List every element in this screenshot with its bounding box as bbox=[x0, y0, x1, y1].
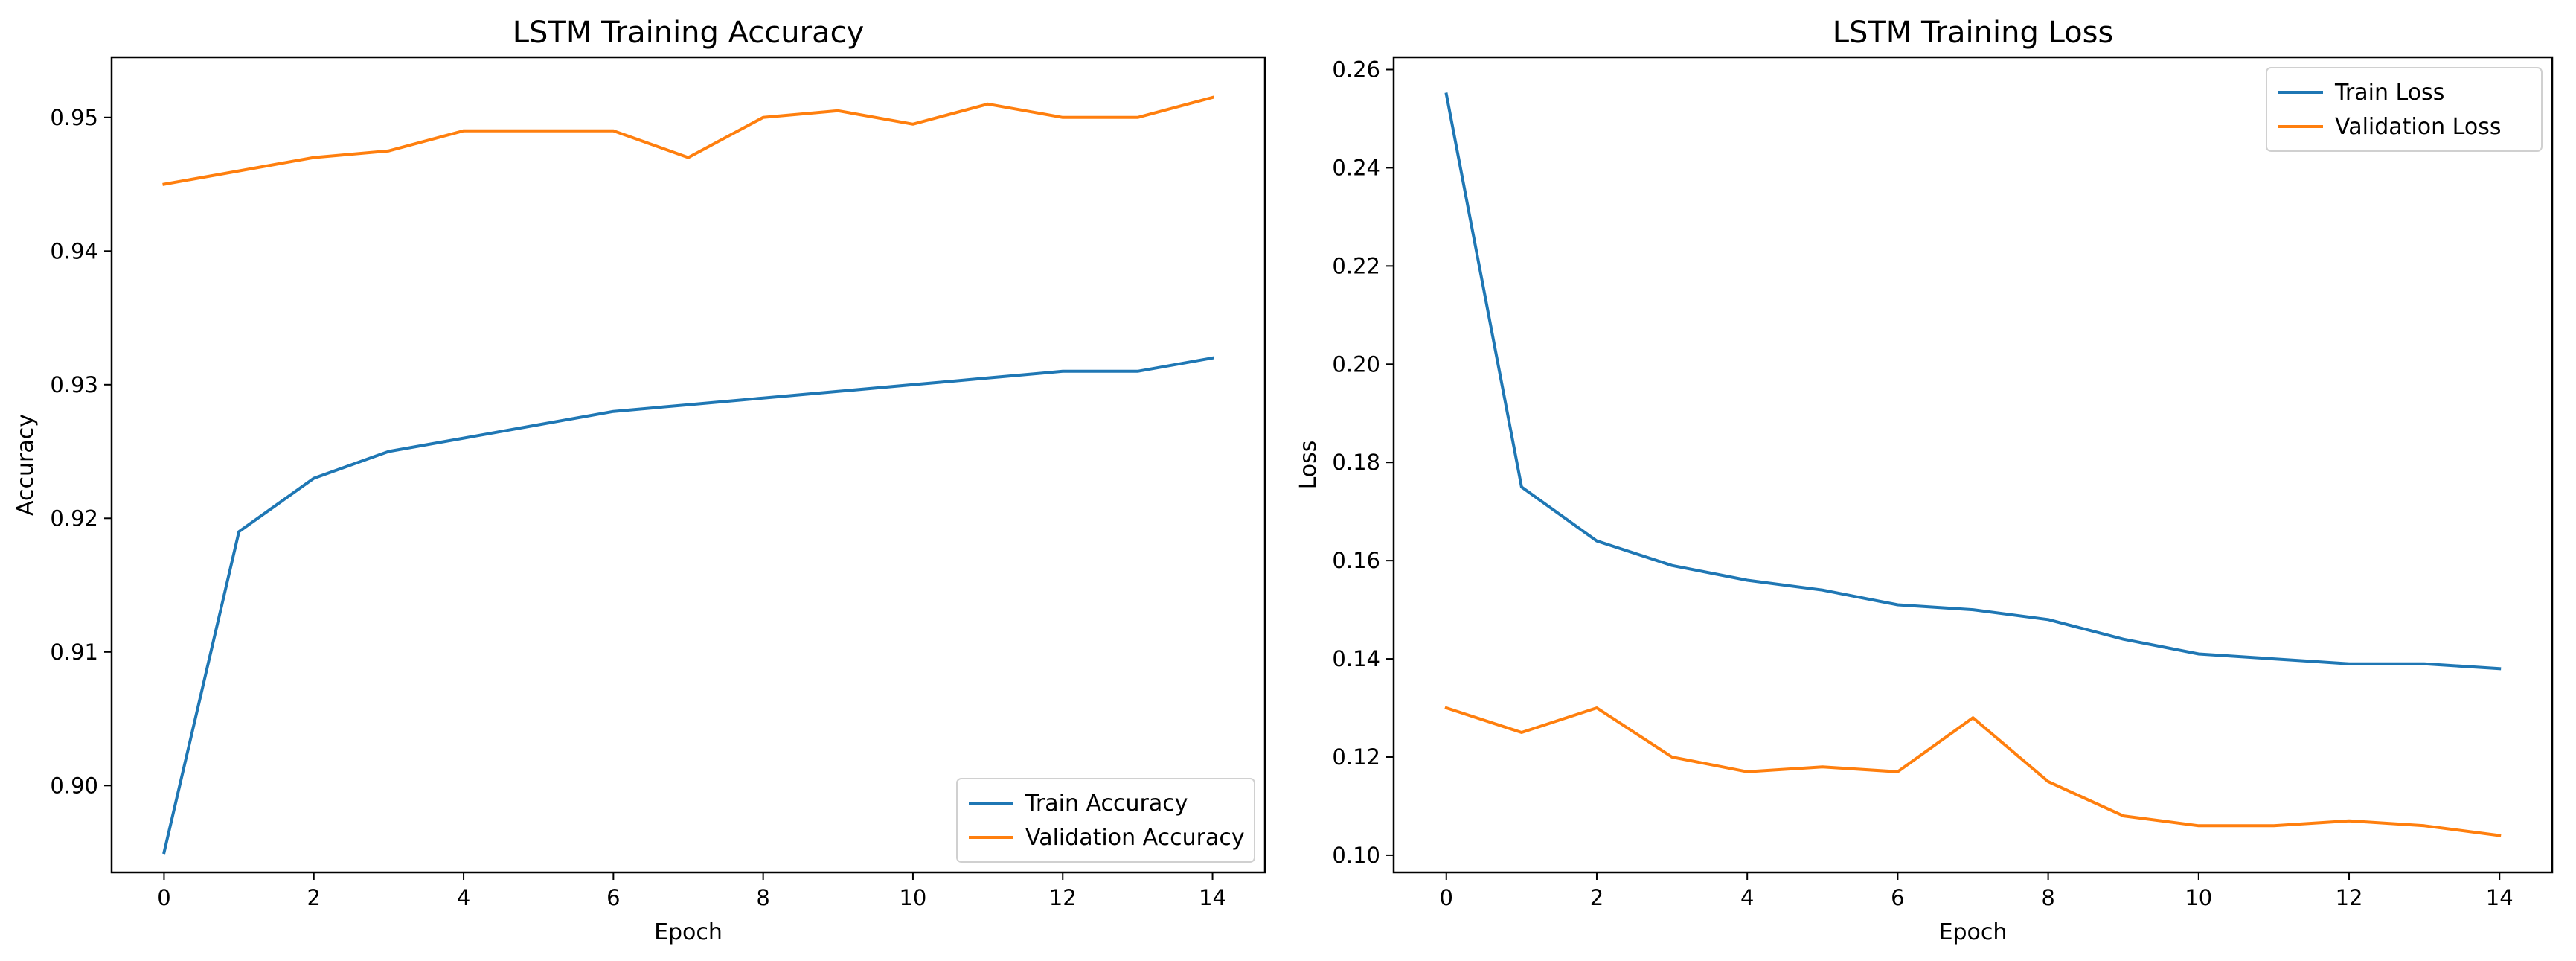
accuracy-x-tick-label: 14 bbox=[1199, 885, 1226, 910]
accuracy-x-tick-label: 4 bbox=[457, 885, 470, 910]
accuracy-y-axis-label: Accuracy bbox=[13, 414, 39, 516]
loss-x-tick-label: 12 bbox=[2336, 885, 2363, 910]
loss-y-tick-label: 0.26 bbox=[1332, 57, 1380, 82]
accuracy-legend-label: Train Accuracy bbox=[1025, 791, 1188, 817]
loss-y-axis-label: Loss bbox=[1295, 441, 1321, 490]
accuracy-y-tick-label: 0.92 bbox=[50, 505, 98, 531]
loss-x-tick-label: 10 bbox=[2185, 885, 2212, 910]
loss-plot-frame bbox=[1392, 56, 2554, 874]
loss-title: LSTM Training Loss bbox=[1833, 16, 2114, 50]
loss-x-tick-label: 2 bbox=[1590, 885, 1603, 910]
loss-y-tick-label: 0.24 bbox=[1332, 155, 1380, 180]
accuracy-x-tick-label: 0 bbox=[157, 885, 170, 910]
loss-x-tick-label: 0 bbox=[1440, 885, 1453, 910]
accuracy-series-line-validation bbox=[162, 95, 1214, 186]
accuracy-series-line-train bbox=[162, 356, 1214, 855]
loss-x-tick-label: 14 bbox=[2486, 885, 2513, 910]
loss-x-axis-label: Epoch bbox=[1939, 919, 2008, 945]
loss-y-tick-label: 0.16 bbox=[1332, 548, 1380, 573]
loss-legend-label: Validation Loss bbox=[2335, 114, 2501, 140]
accuracy-chart: LSTM Training Accuracy 0 2 4 6 8 10 12 14 0.90 0.9… bbox=[13, 16, 1266, 945]
accuracy-legend: Train Accuracy Validation Accuracy bbox=[956, 778, 1255, 863]
loss-series-line-validation bbox=[1444, 706, 2502, 837]
loss-chart: LSTM Training Loss 0 2 4 6 8 10 12 14 0.10 0.12 0.1… bbox=[1295, 16, 2554, 945]
loss-legend-label: Train Loss bbox=[2334, 80, 2444, 106]
accuracy-y-tick-label: 0.93 bbox=[50, 372, 98, 398]
accuracy-x-tick-label: 8 bbox=[756, 885, 769, 910]
loss-x-tick-label: 4 bbox=[1740, 885, 1754, 910]
loss-y-tick-label: 0.18 bbox=[1332, 450, 1380, 475]
loss-y-tick-label: 0.20 bbox=[1332, 351, 1380, 377]
loss-legend-box bbox=[2266, 67, 2543, 152]
loss-legend: Train Loss Validation Loss bbox=[2266, 67, 2543, 152]
accuracy-plot-frame bbox=[110, 56, 1266, 874]
accuracy-legend-box bbox=[956, 778, 1255, 863]
loss-x-tick-label: 6 bbox=[1891, 885, 1904, 910]
loss-series-line-train bbox=[1444, 92, 2502, 671]
accuracy-y-tick-label: 0.94 bbox=[50, 238, 98, 264]
accuracy-x-tick-label: 6 bbox=[606, 885, 620, 910]
loss-y-tick-label: 0.14 bbox=[1332, 646, 1380, 671]
accuracy-x-tick-label: 10 bbox=[899, 885, 926, 910]
accuracy-y-tick-label: 0.95 bbox=[50, 105, 98, 130]
accuracy-x-tick-label: 2 bbox=[307, 885, 321, 910]
accuracy-x-tick-label: 12 bbox=[1049, 885, 1077, 910]
accuracy-x-axis-label: Epoch bbox=[654, 919, 723, 945]
loss-y-tick-label: 0.12 bbox=[1332, 744, 1380, 770]
loss-x-tick-label: 8 bbox=[2041, 885, 2054, 910]
accuracy-legend-label: Validation Accuracy bbox=[1025, 825, 1245, 851]
accuracy-y-tick-label: 0.90 bbox=[50, 773, 98, 798]
loss-y-tick-label: 0.10 bbox=[1332, 843, 1380, 868]
accuracy-title: LSTM Training Accuracy bbox=[513, 16, 865, 50]
loss-y-tick-label: 0.22 bbox=[1332, 253, 1380, 278]
accuracy-y-tick-label: 0.91 bbox=[50, 639, 98, 665]
